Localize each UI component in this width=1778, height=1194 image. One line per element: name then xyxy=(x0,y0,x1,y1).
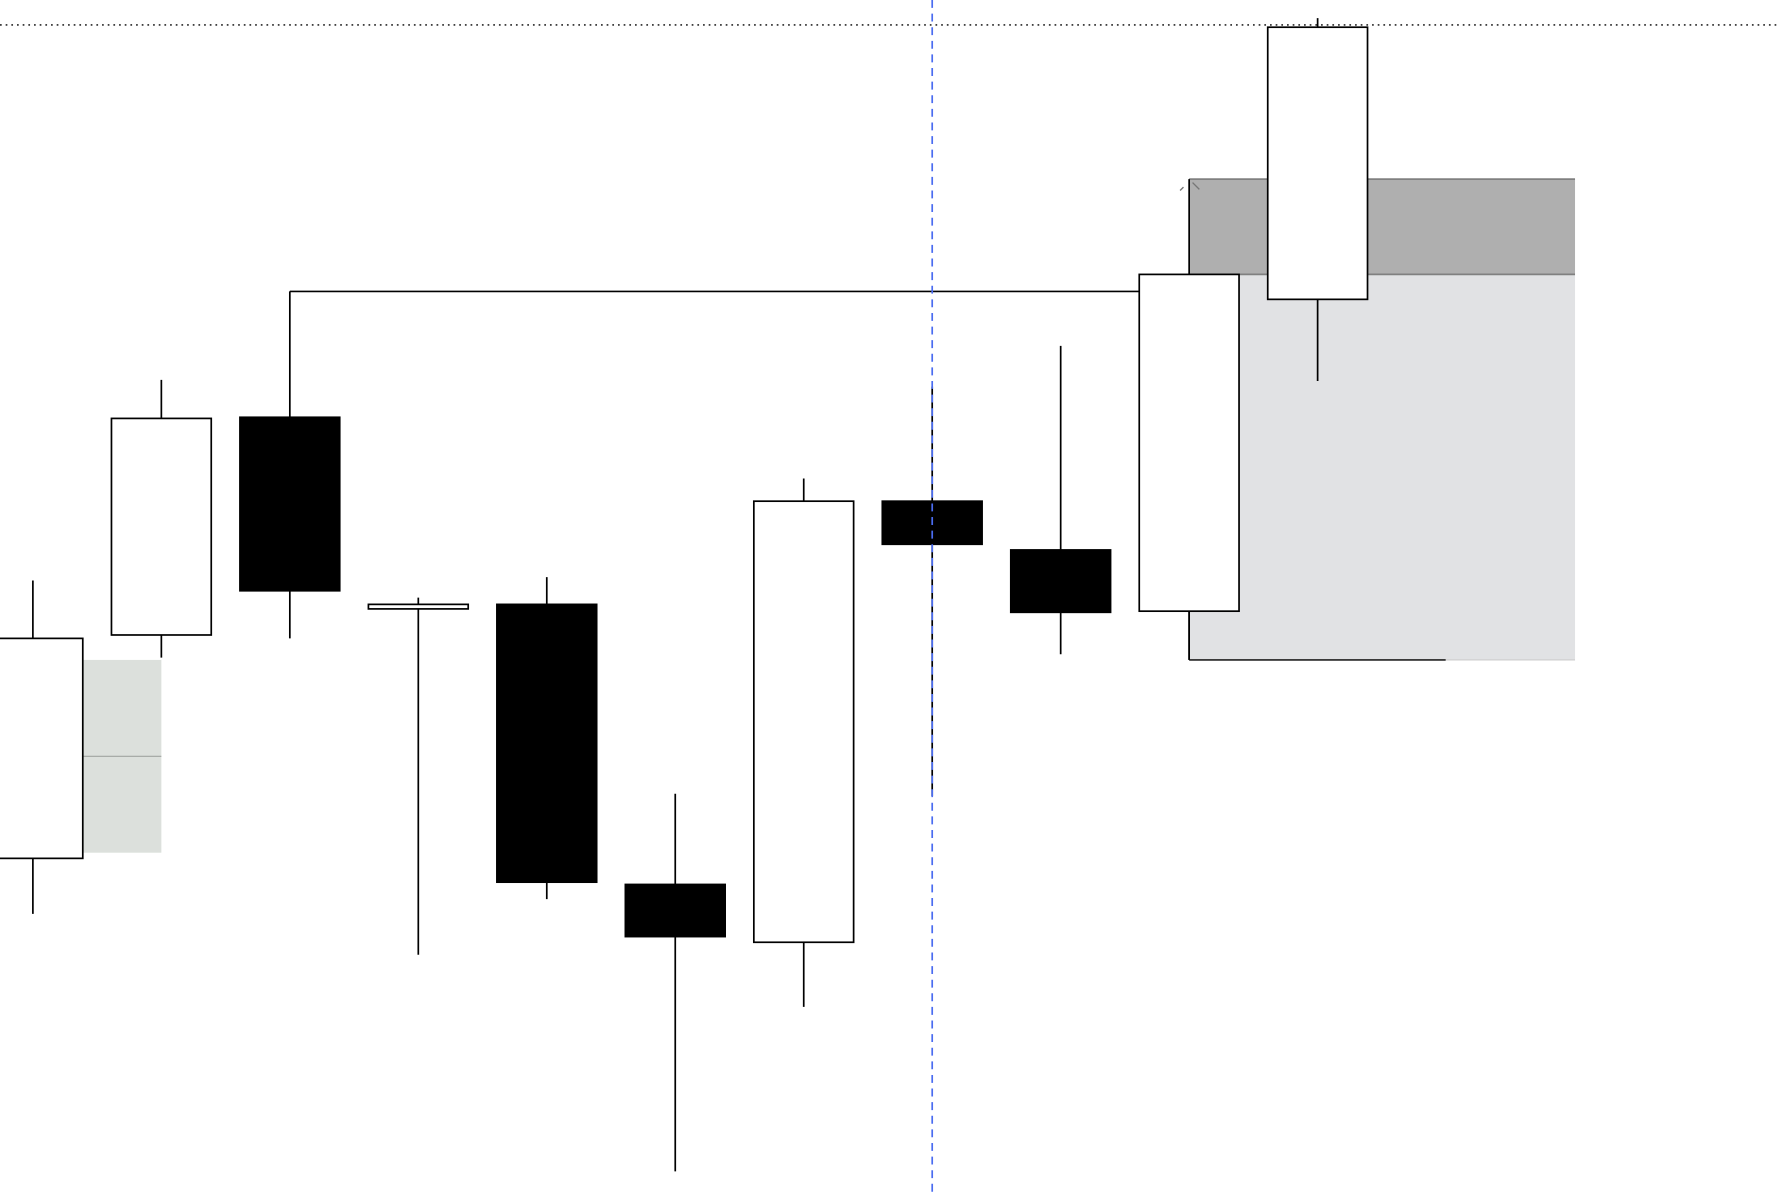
supply-zone xyxy=(1189,179,1576,275)
bullish-candle-body xyxy=(1266,26,1369,301)
bullish-candle-body xyxy=(0,637,84,860)
candles-layer xyxy=(0,18,1369,1172)
bullish-candle-body xyxy=(110,417,213,636)
bullish-candle-body xyxy=(1138,273,1240,613)
bearish-candle-body xyxy=(1009,549,1112,614)
zones-layer xyxy=(82,178,1576,853)
bearish-candle-body xyxy=(624,883,726,938)
resize-handle-icon xyxy=(1179,182,1200,191)
bullish-candle-body xyxy=(367,603,470,610)
range-zone xyxy=(1189,274,1576,660)
bearish-candle-body xyxy=(496,603,598,884)
lines-layer xyxy=(0,24,1778,293)
bearish-candle-body xyxy=(239,416,341,592)
bullish-candle-body xyxy=(752,500,855,944)
